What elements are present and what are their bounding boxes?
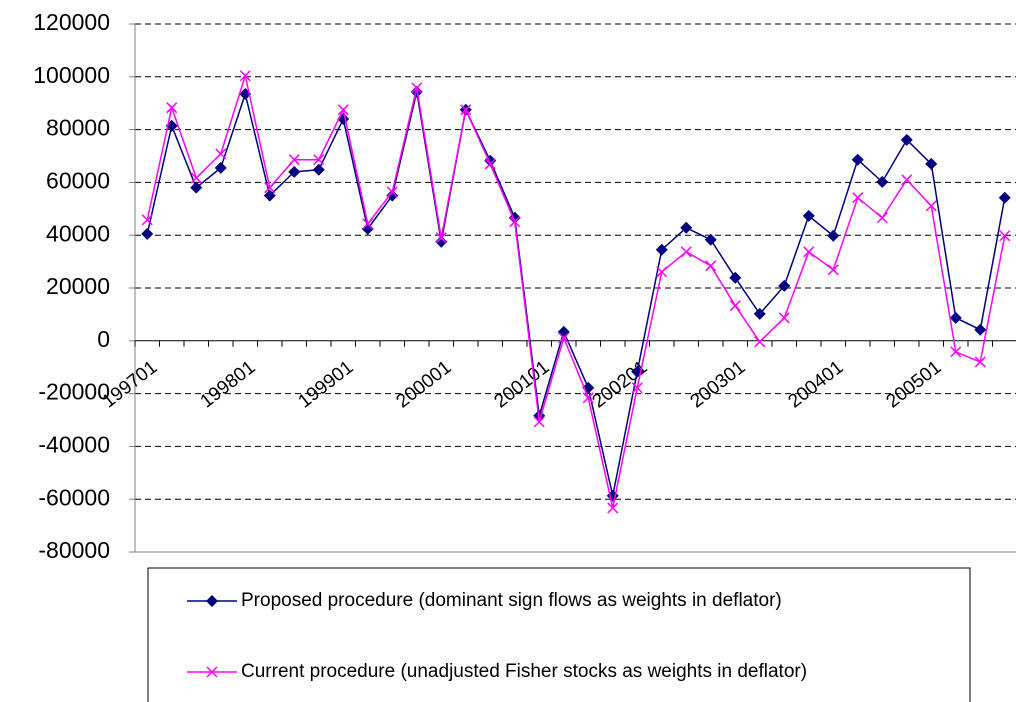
legend-marker [206,666,218,678]
data-point [803,246,815,258]
legend-label: Proposed procedure (dominant sign flows … [241,590,782,611]
data-point [655,243,668,256]
data-point [386,186,398,198]
x-tick-label: 200001 [393,357,456,413]
y-tick-label: -60000 [38,484,110,510]
data-point [827,264,839,276]
y-tick-label: 40000 [46,220,110,246]
data-point [533,416,545,428]
data-point [509,216,521,228]
y-tick-label: -80000 [38,537,110,563]
data-point [312,163,325,176]
data-point [313,154,325,166]
legend-box [147,567,971,702]
data-point [214,161,227,174]
data-point [876,175,889,188]
data-point [484,158,496,170]
data-point [215,148,227,160]
data-point [900,133,913,146]
data-point [141,214,153,226]
data-point [680,221,693,234]
data-point [166,102,178,114]
data-point [337,104,349,116]
data-point [778,312,790,324]
data-point [999,230,1011,242]
y-tick-label: -20000 [38,379,110,405]
data-point [974,323,987,336]
x-tick-label: 199801 [197,357,260,413]
data-point [460,104,472,116]
data-point [435,235,448,248]
data-point [411,82,423,94]
data-point [704,233,717,246]
data-point [288,165,301,178]
data-point [827,229,840,242]
legend-marker [206,595,218,607]
y-tick-label: 80000 [46,115,110,141]
y-tick-label: -40000 [38,431,110,457]
x-tick-label: 199901 [295,357,358,413]
data-point [631,382,643,394]
y-tick-label: 60000 [46,167,110,193]
data-point [974,356,986,368]
data-point [729,300,741,312]
legend-label: Current procedure (unadjusted Fisher sto… [241,661,807,682]
data-point [729,271,742,284]
data-point [753,307,766,320]
data-point [386,189,399,202]
data-point [754,336,766,348]
data-point [263,189,276,202]
data-point [802,209,815,222]
x-tick-label: 200501 [883,357,946,413]
data-point [925,157,938,170]
data-point [778,279,791,292]
data-point [607,502,619,514]
data-point [851,153,864,166]
data-point [190,172,202,184]
series-line [146,91,1006,496]
data-point [949,311,962,324]
data-point [950,346,962,358]
data-point [558,332,570,344]
y-tick-label: 100000 [33,62,110,88]
data-point [288,154,300,166]
y-tick-label: 120000 [33,9,110,35]
data-point [582,392,594,404]
data-point [876,212,888,224]
data-point [852,192,864,204]
x-tick-label: 200401 [785,357,848,413]
data-point [435,232,447,244]
data-point [656,266,668,278]
data-point [998,191,1011,204]
data-point [141,227,154,240]
y-tick-label: 20000 [46,273,110,299]
data-point [680,246,692,258]
data-point [705,260,717,272]
data-point [264,182,276,194]
series-line [146,72,1006,509]
data-point [190,181,203,194]
data-point [362,218,374,230]
data-point [925,200,937,212]
y-tick-label: 0 [97,326,110,352]
x-tick-label: 200301 [687,357,750,413]
data-point [901,174,913,186]
data-point [239,70,251,82]
